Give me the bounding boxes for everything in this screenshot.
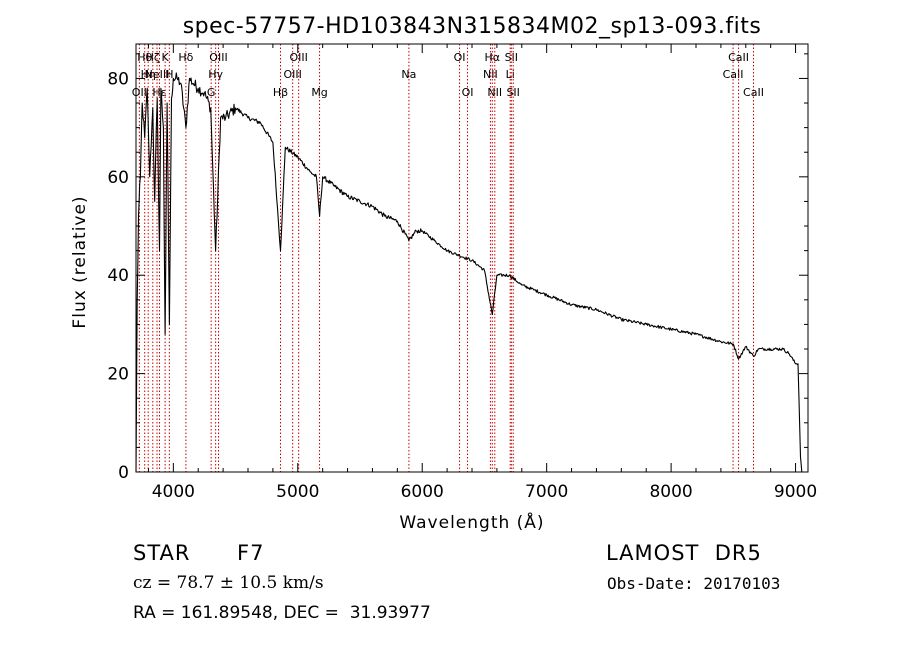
marker-label-caii: CaII (743, 86, 764, 99)
x-tick-label: 6000 (401, 482, 444, 502)
marker-label-mg: Mg (311, 86, 327, 99)
marker-label-hη: Hη (141, 68, 156, 81)
marker-label-k: K (162, 51, 170, 64)
marker-label-neiii: NeIII (145, 68, 170, 81)
marker-label-hγ: Hγ (208, 68, 223, 81)
marker-label-nii: NII (487, 86, 502, 99)
object-subclass: F7 (237, 541, 265, 565)
marker-label-oiii: OIII (283, 68, 301, 81)
x-tick-label: 8000 (649, 482, 692, 502)
marker-label-na: Na (401, 68, 416, 81)
spectral-line-markers: OIIHθHηHζNeIIIHεKHHδGHγOIIIHβOIIIOIIIMgN… (132, 44, 764, 472)
marker-label-nii: NII (483, 68, 498, 81)
marker-label-h: H (165, 68, 173, 81)
object-class: STAR (133, 541, 191, 565)
marker-label-oiii: OIII (289, 51, 307, 64)
x-tick-label: 5000 (276, 482, 319, 502)
marker-label-sii: SII (506, 86, 519, 99)
marker-label-oiii: OIII (209, 51, 227, 64)
marker-label-hβ: Hβ (273, 86, 288, 99)
x-tick-label: 4000 (152, 482, 195, 502)
redshift-text: cz = 78.7 ± 10.5 km/s (133, 573, 324, 593)
y-tick-label: 40 (107, 266, 129, 286)
obs-date-text: Obs-Date: 20170103 (607, 574, 781, 593)
marker-label-li: Li (506, 68, 515, 81)
y-tick-label: 80 (107, 69, 129, 89)
spectrum-line (135, 72, 803, 473)
marker-label-hα: Hα (485, 51, 501, 64)
marker-label-caii: CaII (728, 51, 749, 64)
x-tick-label: 9000 (774, 482, 817, 502)
y-axis-label: Flux (relative) (70, 195, 90, 328)
series-layer (135, 72, 803, 473)
survey-release: LAMOST DR5 (606, 541, 762, 565)
marker-label-g: G (207, 86, 216, 99)
chart-axes: 4000 5000 6000 7000 8000 9000 0 20 40 60 80 (107, 43, 817, 502)
plot-frame (135, 43, 809, 473)
marker-label-hθ: Hθ (137, 51, 152, 64)
marker-label-caii: CaII (723, 68, 744, 81)
marker-label-oi: OI (454, 51, 466, 64)
marker-label-hε: Hε (152, 86, 166, 99)
y-tick-label: 60 (107, 168, 129, 188)
marker-label-hδ: Hδ (178, 51, 193, 64)
marker-label-oi: OI (462, 86, 474, 99)
marker-label-sii: SII (505, 51, 518, 64)
y-tick-label: 0 (118, 463, 129, 483)
y-tick-label: 20 (107, 365, 129, 385)
x-axis-label: Wavelength (Å) (399, 511, 544, 533)
marker-label-hζ: Hζ (146, 51, 160, 64)
x-tick-label: 7000 (525, 482, 568, 502)
chart-title: spec-57757-HD103843N315834M02_sp13-093.f… (183, 14, 762, 39)
coordinates-text: RA = 161.89548, DEC = 31.93977 (133, 603, 431, 623)
